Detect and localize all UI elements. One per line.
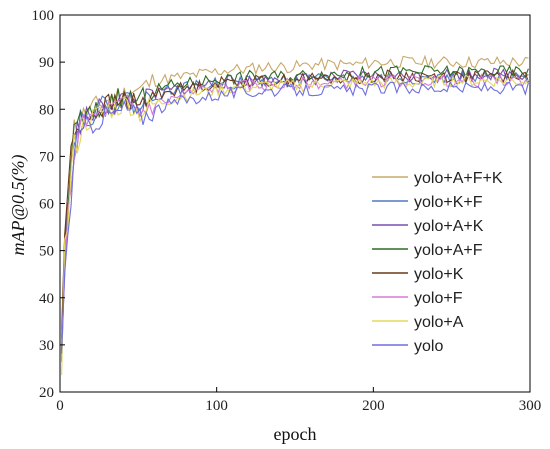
y-tick-label: 30: [39, 338, 54, 354]
y-tick-label: 80: [39, 102, 54, 118]
series-line-yolo: [61, 80, 529, 354]
plot-lines: [61, 54, 529, 376]
legend: yolo+A+F+K yolo+K+F yolo+A+K yolo+A+F yolo+K…: [364, 163, 526, 361]
legend-label: yolo+A+K: [414, 218, 484, 235]
legend-label: yolo+A: [414, 314, 464, 331]
y-tick-label: 60: [39, 197, 54, 213]
y-tick-label: 20: [39, 385, 54, 401]
legend-label: yolo+K+F: [414, 194, 483, 211]
series-line-yolo-A-F-K: [61, 54, 529, 330]
y-axis-title: mAP@0.5(%): [8, 154, 29, 255]
y-tick-label: 50: [39, 244, 54, 260]
y-tick-label: 40: [39, 291, 54, 307]
y-tick-label: 70: [39, 149, 54, 165]
x-axis-title: epoch: [274, 424, 317, 444]
legend-label: yolo+A+F: [414, 242, 483, 259]
axes: 20 30 40 50 60 70 80 90 100 0 100 200 300: [32, 8, 542, 414]
x-tick-label: 300: [519, 398, 542, 414]
x-tick-label: 100: [205, 398, 228, 414]
series-line-yolo-A: [61, 74, 529, 376]
legend-label: yolo: [414, 338, 443, 355]
series-line-yolo-K: [61, 68, 529, 338]
series-line-yolo-A-F: [61, 64, 529, 351]
legend-label: yolo+F: [414, 290, 463, 307]
legend-label: yolo+K: [414, 266, 464, 283]
x-tick-label: 200: [362, 398, 385, 414]
legend-background: [364, 163, 526, 361]
y-tick-label: 90: [39, 55, 54, 71]
legend-label: yolo+A+F+K: [414, 170, 503, 187]
x-tick-label: 0: [56, 398, 64, 414]
y-tick-label: 100: [32, 8, 55, 24]
